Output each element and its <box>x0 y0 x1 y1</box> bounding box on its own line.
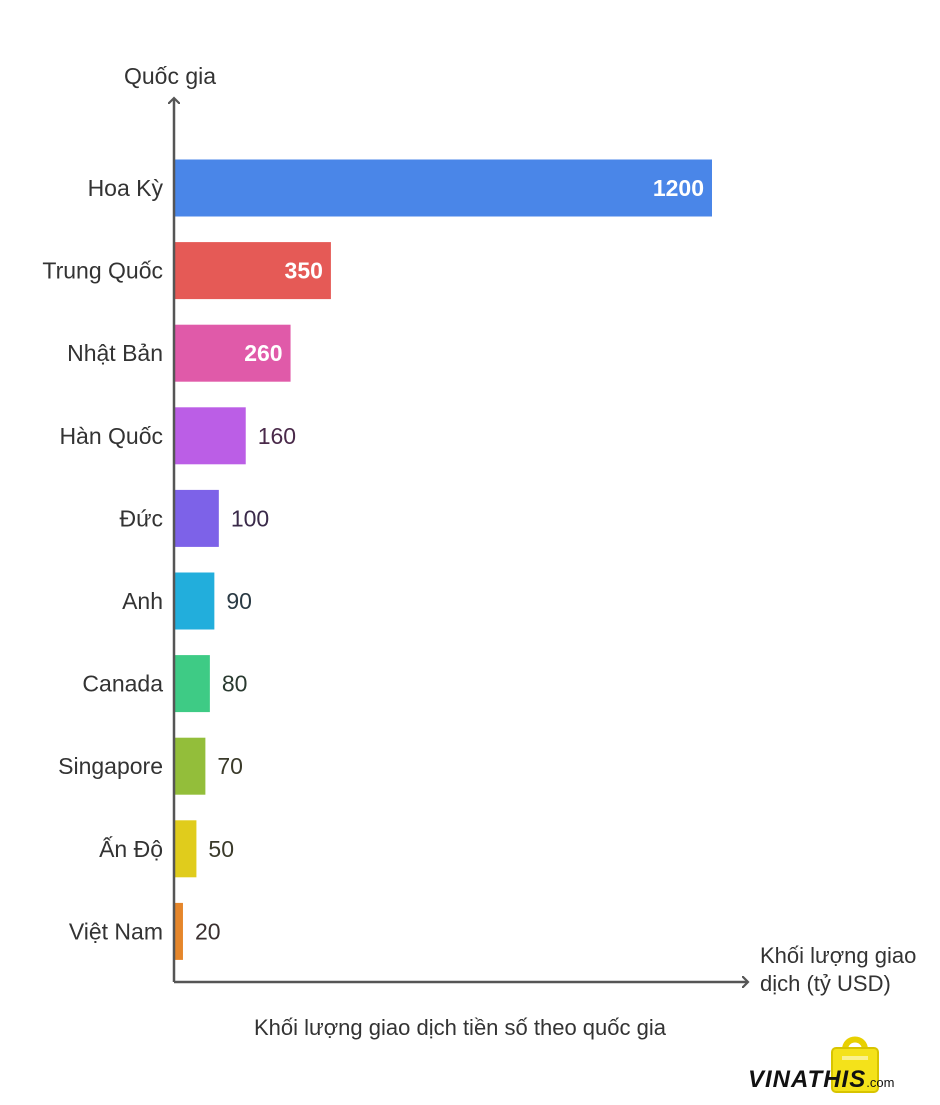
bar <box>174 407 246 465</box>
bar <box>174 572 215 630</box>
value-label: 90 <box>226 588 252 614</box>
value-label: 70 <box>217 753 243 779</box>
bar <box>174 324 291 382</box>
category-label: Việt Nam <box>69 918 163 944</box>
chart-title: Khối lượng giao dịch tiền số theo quốc g… <box>254 1015 666 1040</box>
category-label: Đức <box>119 505 163 531</box>
bar <box>174 489 219 547</box>
value-label: 100 <box>231 505 269 531</box>
value-label: 20 <box>195 918 221 944</box>
category-label: Ấn Độ <box>99 835 163 862</box>
category-label: Anh <box>122 588 163 614</box>
logo-wordmark: VINATHIS.com <box>748 1066 895 1093</box>
value-label: 1200 <box>653 175 704 201</box>
x-axis-title: Khối lượng giao dịch (tỷ USD) <box>760 943 917 996</box>
category-label: Nhật Bản <box>67 340 163 366</box>
value-label: 350 <box>285 258 323 284</box>
shopping-bag-icon <box>831 1036 879 1093</box>
category-label: Canada <box>82 671 163 697</box>
value-label: 50 <box>208 836 234 862</box>
category-label: Trung Quốc <box>42 258 163 284</box>
category-label: Hàn Quốc <box>59 423 163 449</box>
bar <box>174 902 183 960</box>
y-axis-title: Quốc gia <box>124 63 217 89</box>
bar <box>174 242 331 300</box>
value-label: 260 <box>244 340 282 366</box>
category-label: Singapore <box>58 753 163 779</box>
bar <box>174 655 210 713</box>
value-label: 160 <box>258 423 296 449</box>
vinathis-logo: VINATHIS.com <box>748 1030 938 1100</box>
value-label: 80 <box>222 671 248 697</box>
bar <box>174 820 197 878</box>
bar <box>174 737 206 795</box>
category-label: Hoa Kỳ <box>88 175 164 201</box>
bars-group: Hoa Kỳ 1200 Trung Quốc 350 Nhật Bản 260 Hàn Qu… <box>42 159 712 960</box>
bar <box>174 159 712 217</box>
